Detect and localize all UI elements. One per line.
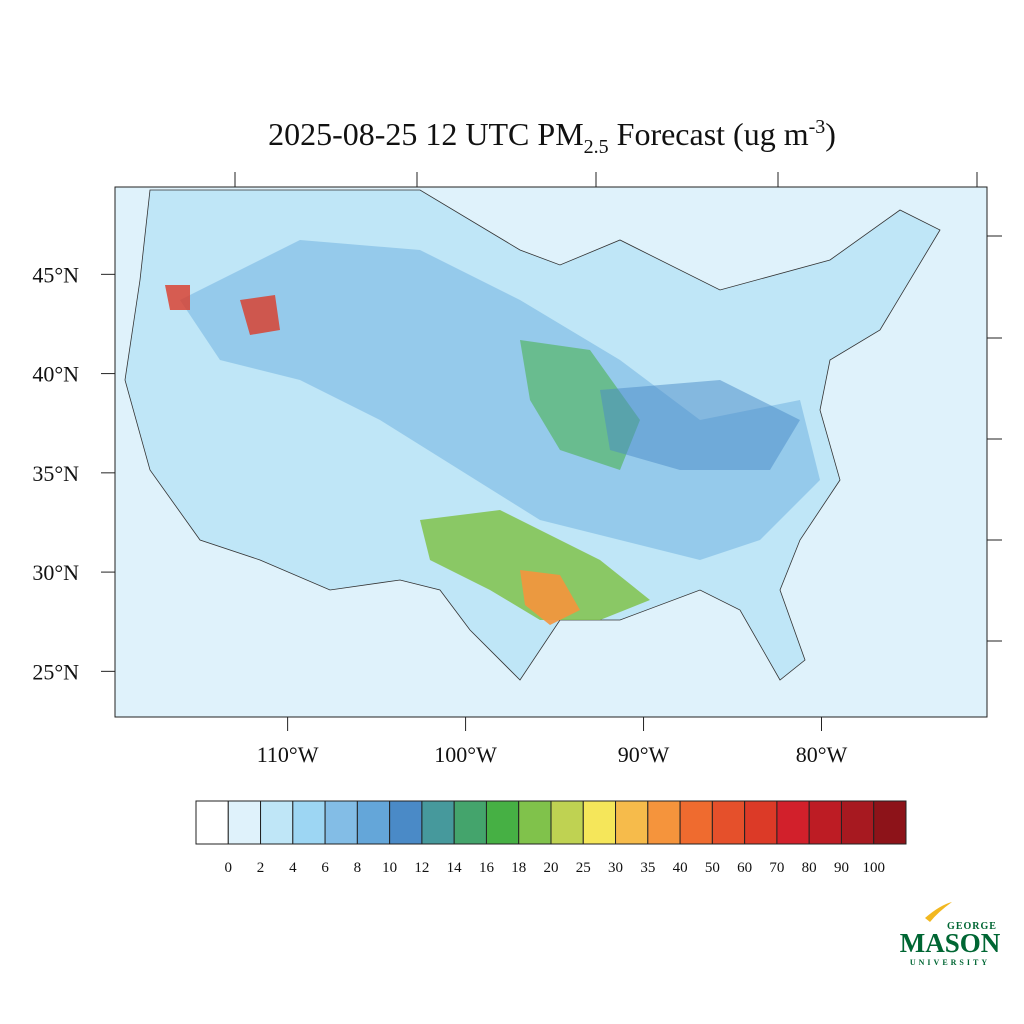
colorbar-box — [873, 800, 907, 845]
colorbar-box — [356, 800, 391, 845]
field-region — [180, 240, 820, 560]
field-region — [600, 380, 800, 470]
colorbar-label: 14 — [447, 860, 463, 876]
colorbar-label: 100 — [862, 860, 885, 876]
field-region — [165, 285, 280, 335]
title-text: ) — [825, 116, 836, 152]
map-frame — [114, 186, 988, 718]
colorbar-box — [195, 800, 229, 845]
colorbar-box — [647, 800, 681, 845]
projection-ticks — [234, 172, 1002, 642]
colorbar-label: 25 — [576, 860, 591, 876]
y-tick-label: 25°N — [32, 659, 79, 684]
colorbar-box — [421, 800, 455, 845]
map-field — [115, 187, 987, 717]
colorbar-box — [518, 800, 552, 845]
colorbar-box — [582, 800, 617, 845]
colorbar-label: 0 — [225, 860, 233, 876]
colorbar-label: 8 — [354, 860, 362, 876]
y-tick-label: 35°N — [32, 461, 79, 486]
logo: GEORGE MASON UNIVERSITY — [900, 902, 1001, 967]
y-tick-label: 40°N — [32, 362, 79, 387]
colorbar-label: 6 — [321, 860, 329, 876]
x-tick-label: 90°W — [618, 742, 670, 767]
colorbar-box — [453, 800, 487, 845]
logo-bottom: UNIVERSITY — [910, 958, 990, 967]
colorbar-box — [389, 800, 423, 845]
logo-top: GEORGE — [947, 921, 997, 932]
axes: 110°W 100°W 90°W 80°W 25°N 30°N 35°N 40°N 45°N — [32, 262, 847, 767]
colorbar-label: 10 — [382, 860, 397, 876]
colorbar-box — [808, 800, 842, 845]
colorbar-label: 20 — [544, 860, 559, 876]
colorbar: 0 2 4 6 8 10 12 14 16 18 20 25 30 35 40 50 60 70 80 90 100 — [195, 800, 907, 876]
y-tick-label: 30°N — [32, 560, 79, 585]
colorbar-box — [744, 800, 778, 845]
colorbar-label: 50 — [705, 860, 720, 876]
colorbar-box — [615, 800, 649, 845]
field-region — [420, 510, 650, 620]
field-region — [520, 570, 580, 625]
colorbar-label: 40 — [673, 860, 688, 876]
colorbar-box — [324, 800, 358, 845]
colorbar-label: 12 — [414, 860, 429, 876]
colorbar-label: 4 — [289, 860, 297, 876]
colorbar-label: 35 — [640, 860, 655, 876]
title-text: 2025-08-25 12 UTC PM — [268, 116, 584, 152]
colorbar-box — [776, 800, 810, 845]
title-text: Forecast (ug m — [609, 116, 809, 152]
title-superscript: -3 — [809, 116, 826, 138]
logo-main: MASON — [900, 928, 1001, 958]
x-tick-label: 100°W — [434, 742, 497, 767]
colorbar-box — [260, 800, 294, 845]
colorbar-box — [550, 800, 584, 845]
colorbar-box — [485, 800, 520, 845]
colorbar-label: 80 — [802, 860, 817, 876]
colorbar-label: 90 — [834, 860, 849, 876]
colorbar-box — [679, 800, 713, 845]
y-tick-label: 45°N — [32, 262, 79, 287]
colorbar-label: 60 — [737, 860, 752, 876]
colorbar-box — [840, 800, 875, 845]
logo-flame — [925, 902, 952, 922]
title-subscript: 2.5 — [584, 136, 609, 158]
title: 2025-08-25 12 UTC PM2.5 Forecast (ug m-3… — [268, 116, 836, 158]
x-tick-label: 110°W — [257, 742, 319, 767]
colorbar-box — [227, 800, 262, 845]
x-tick-label: 80°W — [796, 742, 848, 767]
colorbar-box — [711, 800, 746, 845]
colorbar-label: 18 — [511, 860, 526, 876]
colorbar-box — [292, 800, 326, 845]
colorbar-label: 16 — [479, 860, 495, 876]
colorbar-label: 70 — [769, 860, 784, 876]
colorbar-label: 30 — [608, 860, 623, 876]
colorbar-label: 2 — [257, 860, 265, 876]
